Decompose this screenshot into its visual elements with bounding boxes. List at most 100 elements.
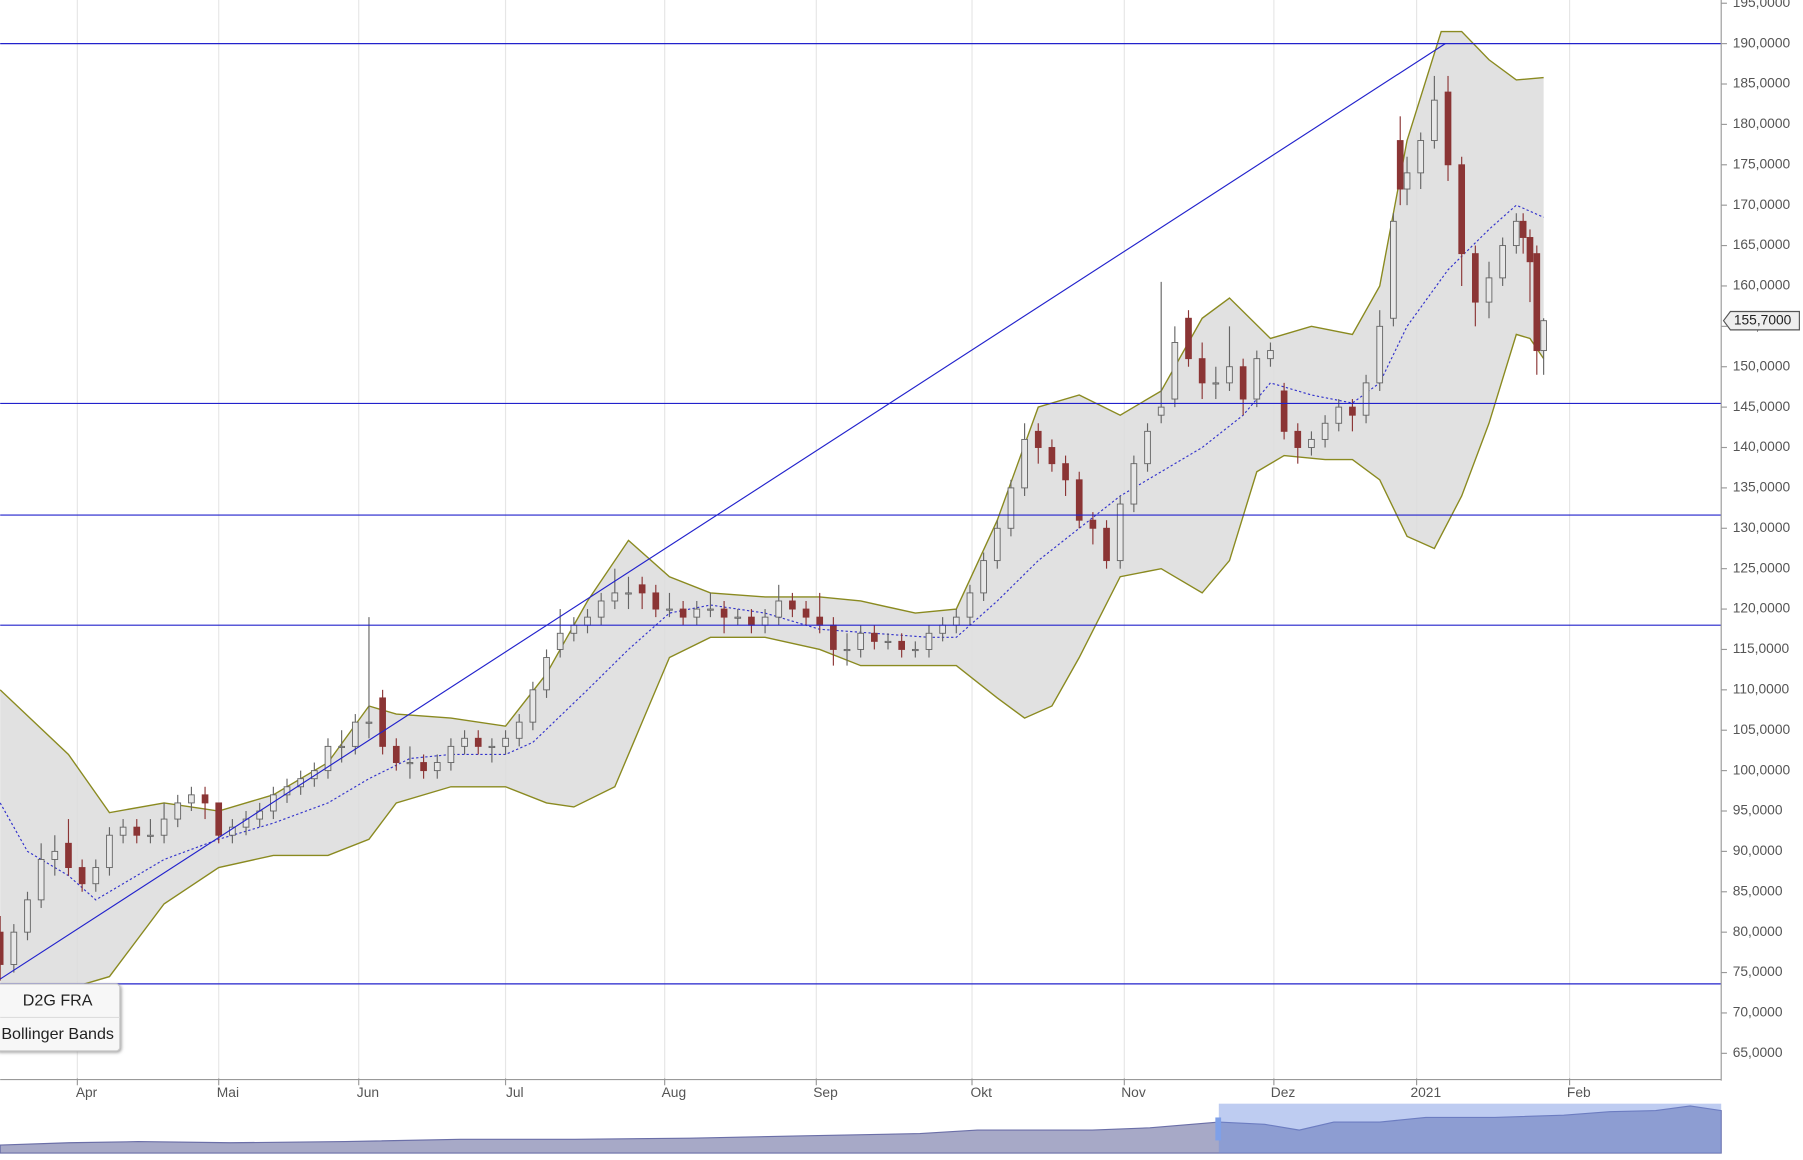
candle-body [1431, 99, 1438, 142]
y-tick-label: 120,0000 [1733, 601, 1791, 616]
candle [392, 738, 400, 771]
candle-body [474, 737, 482, 747]
candle [1007, 479, 1015, 537]
y-tick-label: 95,0000 [1733, 803, 1783, 818]
candle [1253, 350, 1261, 408]
candle [1171, 326, 1179, 408]
candle-body [584, 616, 591, 626]
candle-body [338, 745, 345, 748]
candle-body [911, 648, 919, 652]
navigator-handle[interactable] [1215, 1117, 1222, 1141]
y-tick-label: 100,0000 [1733, 762, 1791, 777]
candle-body [1321, 422, 1329, 440]
candle-body [1116, 503, 1124, 562]
candle [1321, 415, 1329, 448]
candle-body [1540, 320, 1547, 352]
candle-body [392, 745, 400, 763]
candle-body [447, 745, 455, 763]
navigator-range[interactable] [1218, 1103, 1722, 1154]
candle-body [1280, 390, 1288, 432]
candle [24, 891, 31, 941]
candle-body [966, 592, 974, 618]
candle [884, 633, 892, 650]
candle-body [1089, 519, 1097, 529]
candle [1034, 423, 1042, 464]
candle-body [201, 794, 209, 804]
candle-body [1376, 325, 1384, 384]
candle-body [993, 527, 1001, 562]
candle [10, 924, 18, 973]
candle-body [10, 931, 18, 965]
candle [625, 576, 632, 610]
candle [78, 859, 86, 892]
candle [1485, 261, 1493, 319]
candle [543, 649, 550, 698]
candle [420, 754, 427, 779]
candle [488, 738, 496, 763]
candle [447, 738, 455, 771]
candle [980, 552, 987, 601]
candle-body [1335, 406, 1343, 424]
candle [502, 730, 509, 755]
candle-body [1226, 366, 1233, 384]
navigator [0, 1101, 1722, 1155]
candle [1512, 213, 1520, 254]
trendline [0, 43, 1446, 980]
candle [51, 835, 59, 876]
y-tick-label: 160,0000 [1733, 278, 1791, 293]
candle [789, 592, 796, 618]
candle-body [188, 794, 195, 804]
candle-body [666, 608, 673, 611]
candle-body [1267, 350, 1274, 360]
candle-body [78, 867, 86, 885]
candle-body [106, 834, 113, 869]
candle [1212, 366, 1220, 400]
legend-item: Bollinger Bands [1, 1025, 114, 1043]
candle-body [1034, 430, 1042, 448]
candle [1499, 237, 1506, 286]
candle [65, 819, 72, 876]
candle [324, 738, 332, 779]
candle [461, 730, 468, 755]
candle-body [1499, 245, 1506, 279]
candle-body [133, 826, 141, 836]
candle [734, 609, 742, 626]
candle [215, 802, 223, 844]
candle [1526, 229, 1534, 303]
y-tick-label: 65,0000 [1733, 1045, 1783, 1060]
candle-body [1308, 438, 1315, 448]
candle [993, 520, 1001, 569]
y-tick-label: 190,0000 [1733, 35, 1791, 50]
candle [843, 633, 851, 666]
candle-body [1362, 382, 1370, 416]
candle [611, 568, 619, 610]
y-tick-label: 185,0000 [1733, 76, 1791, 91]
candle [1239, 358, 1247, 416]
candle [1362, 374, 1370, 424]
x-tick-label: Sep [813, 1085, 838, 1100]
candle [37, 843, 45, 908]
candle [1267, 342, 1274, 367]
candle [310, 762, 318, 787]
candle-body [324, 745, 332, 772]
candle [693, 600, 701, 626]
candle [515, 714, 523, 747]
candle [1021, 423, 1028, 496]
bollinger-band [0, 30, 1545, 998]
candle-body [1396, 140, 1404, 190]
candle-body [1403, 172, 1411, 190]
candle [133, 819, 141, 844]
candle [119, 819, 127, 844]
candle-body [720, 608, 728, 618]
candle-body [1390, 220, 1397, 319]
candle [433, 754, 441, 779]
candle [1157, 281, 1165, 424]
candle [966, 584, 974, 626]
candle-body [502, 737, 509, 747]
candle-body [884, 640, 892, 643]
candle [529, 681, 537, 731]
x-tick-label: Aug [662, 1085, 687, 1100]
x-tick-label: Jun [357, 1085, 379, 1100]
candle-body [980, 560, 987, 594]
